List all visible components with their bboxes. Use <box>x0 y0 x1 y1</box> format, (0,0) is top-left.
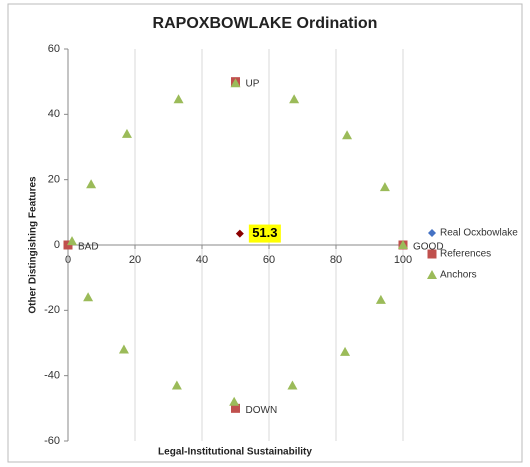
y-axis-title: Other Distingishing Features <box>28 176 39 314</box>
y-tick-label: -60 <box>44 435 60 447</box>
y-tick-label: 60 <box>48 43 60 55</box>
y-tick-label: 0 <box>54 239 60 251</box>
x-axis-title: Legal-Institutional Sustainability <box>158 447 312 458</box>
data-label: DOWN <box>246 405 278 416</box>
x-tick-label: 60 <box>263 254 275 266</box>
legend-marker <box>428 229 436 237</box>
point <box>287 380 298 390</box>
y-tick-label: 20 <box>48 174 60 186</box>
point <box>229 396 240 406</box>
x-tick-label: 80 <box>330 254 342 266</box>
point <box>173 94 184 104</box>
y-tick-label: -40 <box>44 370 60 382</box>
y-tick-label: 40 <box>48 108 60 120</box>
point <box>231 403 240 413</box>
point <box>230 78 241 88</box>
legend-marker <box>427 270 437 279</box>
chart-title: RAPOXBOWLAKE Ordination <box>153 15 378 32</box>
point <box>121 128 132 138</box>
legend-label: Anchors <box>440 270 477 281</box>
point <box>375 294 386 304</box>
point <box>342 130 353 140</box>
point <box>86 179 97 189</box>
point <box>379 182 390 192</box>
y-tick-label: -20 <box>44 304 60 316</box>
label-box <box>248 224 281 243</box>
data-label: 51.3 <box>252 225 277 240</box>
x-tick-label: 100 <box>394 254 412 266</box>
x-tick-label: 40 <box>196 254 208 266</box>
point <box>171 380 182 390</box>
legend-label: Real Ocxbowlake <box>440 228 518 239</box>
legend-label: References <box>440 249 491 260</box>
point <box>118 344 129 354</box>
x-tick-label: 20 <box>129 254 141 266</box>
point <box>235 229 244 238</box>
point <box>83 292 94 302</box>
data-label: UP <box>246 78 260 89</box>
point <box>67 236 78 246</box>
point <box>289 94 300 104</box>
legend-marker <box>427 249 437 259</box>
point <box>340 346 351 356</box>
data-label: GOOD <box>413 242 444 253</box>
point <box>398 240 408 249</box>
data-label: BAD <box>78 242 99 253</box>
